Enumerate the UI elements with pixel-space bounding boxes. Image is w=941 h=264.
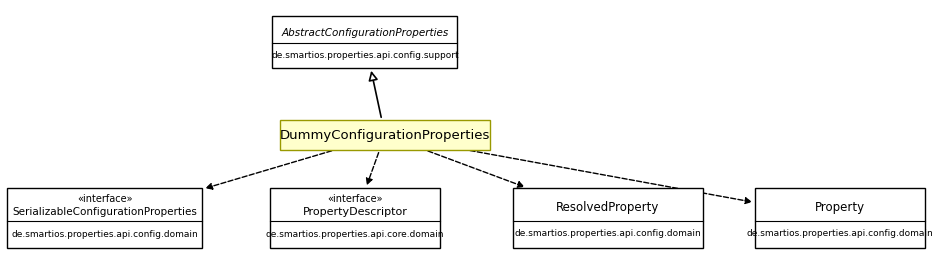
- Bar: [755, 188, 925, 248]
- Bar: [8, 188, 202, 248]
- Text: PropertyDescriptor: PropertyDescriptor: [303, 207, 407, 217]
- Text: de.smartios.properties.api.config.domain: de.smartios.properties.api.config.domain: [746, 229, 933, 238]
- Text: «interface»: «interface»: [77, 194, 133, 204]
- Text: SerializableConfigurationProperties: SerializableConfigurationProperties: [12, 207, 198, 217]
- Text: Property: Property: [815, 201, 865, 214]
- Text: de.smartios.properties.api.core.domain: de.smartios.properties.api.core.domain: [265, 230, 444, 239]
- Text: ResolvedProperty: ResolvedProperty: [556, 201, 660, 214]
- Text: AbstractConfigurationProperties: AbstractConfigurationProperties: [281, 28, 449, 38]
- Bar: [270, 188, 440, 248]
- Text: DummyConfigurationProperties: DummyConfigurationProperties: [279, 129, 490, 142]
- Bar: [513, 188, 703, 248]
- Bar: [273, 16, 457, 68]
- Text: de.smartios.properties.api.config.domain: de.smartios.properties.api.config.domain: [515, 229, 701, 238]
- Text: de.smartios.properties.api.config.support: de.smartios.properties.api.config.suppor…: [271, 50, 459, 59]
- Bar: [280, 120, 490, 150]
- Text: de.smartios.properties.api.config.domain: de.smartios.properties.api.config.domain: [11, 230, 199, 239]
- Text: «interface»: «interface»: [327, 194, 383, 204]
